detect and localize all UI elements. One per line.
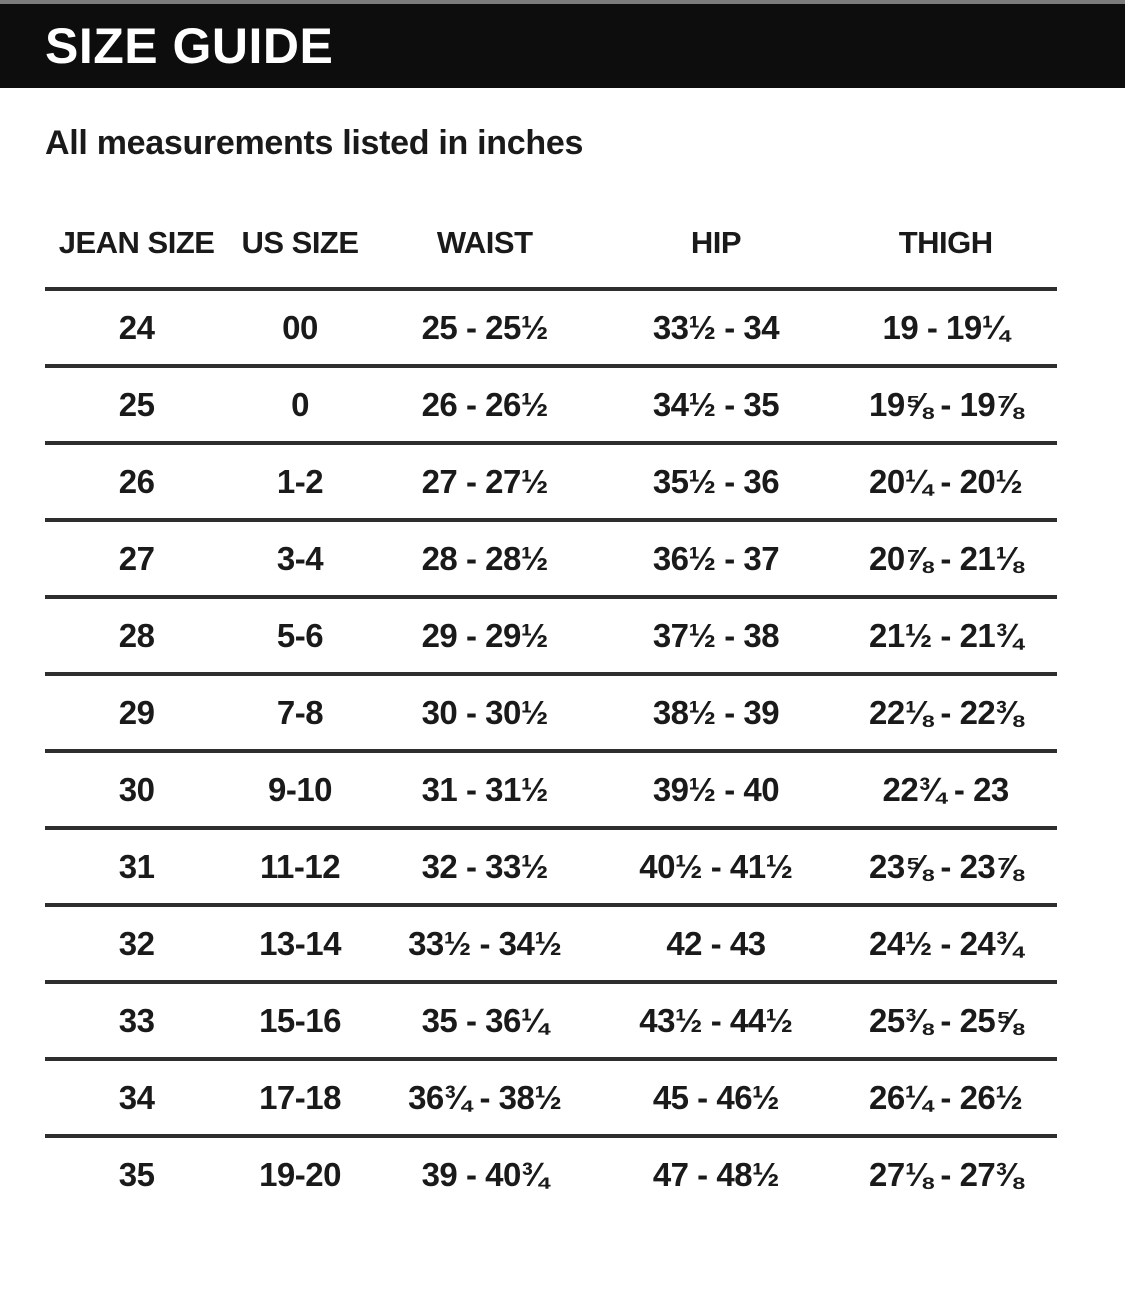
table-row: 32 13-14 33½ - 34½ 42 - 43 24½ - 24¾ <box>45 907 1057 984</box>
cell: 23⅝ - 23⅞ <box>869 848 1023 885</box>
cell: 47 - 48½ <box>652 1156 780 1193</box>
cell: 26 <box>118 463 155 500</box>
cell: 19 - 19¼ <box>882 309 1010 346</box>
column-header: HIP <box>690 225 742 260</box>
table-row: 28 5-6 29 - 29½ 37½ - 38 21½ - 21¾ <box>45 599 1057 676</box>
cell: 35 <box>118 1156 155 1193</box>
table-row: 33 15-16 35 - 36¼ 43½ - 44½ 25⅜ - 25⅝ <box>45 984 1057 1061</box>
cell: 32 - 33½ <box>421 848 549 885</box>
table-row: 35 19-20 39 - 40¾ 47 - 48½ 27⅛ - 27⅜ <box>45 1138 1057 1211</box>
cell: 45 - 46½ <box>652 1079 780 1116</box>
cell: 27 <box>118 540 155 577</box>
cell: 7-8 <box>276 694 324 731</box>
table-header-row: JEAN SIZE US SIZE WAIST HIP THIGH <box>45 215 1057 291</box>
cell: 19-20 <box>259 1156 341 1193</box>
cell: 20¼ - 20½ <box>869 463 1023 500</box>
cell: 30 <box>118 771 155 808</box>
cell: 25 - 25½ <box>421 309 549 346</box>
cell: 5-6 <box>276 617 324 654</box>
cell: 33½ - 34½ <box>408 925 562 962</box>
subtitle: All measurements listed in inches <box>45 124 584 162</box>
cell: 39 - 40¾ <box>421 1156 549 1193</box>
cell: 22⅛ - 22⅜ <box>869 694 1023 731</box>
cell: 38½ - 39 <box>652 694 780 731</box>
cell: 31 - 31½ <box>421 771 549 808</box>
cell: 00 <box>282 309 318 346</box>
cell: 3-4 <box>276 540 324 577</box>
cell: 28 - 28½ <box>421 540 549 577</box>
cell: 29 <box>118 694 155 731</box>
cell: 42 - 43 <box>666 925 766 962</box>
table-row: 30 9-10 31 - 31½ 39½ - 40 22¾ - 23 <box>45 753 1057 830</box>
column-header: US SIZE <box>241 225 359 260</box>
cell: 17-18 <box>259 1079 341 1116</box>
table-row: 27 3-4 28 - 28½ 36½ - 37 20⅞ - 21⅛ <box>45 522 1057 599</box>
cell: 33 <box>118 1002 155 1039</box>
size-table: JEAN SIZE US SIZE WAIST HIP THIGH 24 00 25 - 2… <box>45 215 1057 1211</box>
cell: 32 <box>118 925 155 962</box>
cell: 19⅝ - 19⅞ <box>869 386 1023 423</box>
table-row: 25 0 26 - 26½ 34½ - 35 19⅝ - 19⅞ <box>45 368 1057 445</box>
cell: 1-2 <box>276 463 324 500</box>
cell: 22¾ - 23 <box>882 771 1010 808</box>
cell: 37½ - 38 <box>652 617 780 654</box>
cell: 27 - 27½ <box>421 463 549 500</box>
cell: 25⅜ - 25⅝ <box>869 1002 1023 1039</box>
page-title: SIZE GUIDE <box>45 18 334 74</box>
cell: 40½ - 41½ <box>639 848 793 885</box>
table-body: 24 00 25 - 25½ 33½ - 34 19 - 19¼ 25 0 26 - 26½ 3… <box>45 291 1057 1211</box>
table-row: 24 00 25 - 25½ 33½ - 34 19 - 19¼ <box>45 291 1057 368</box>
cell: 30 - 30½ <box>421 694 549 731</box>
cell: 24½ - 24¾ <box>869 925 1023 962</box>
cell: 33½ - 34 <box>652 309 780 346</box>
cell: 31 <box>118 848 155 885</box>
cell: 36½ - 37 <box>652 540 780 577</box>
table-row: 31 11-12 32 - 33½ 40½ - 41½ 23⅝ - 23⅞ <box>45 830 1057 907</box>
cell: 26¼ - 26½ <box>869 1079 1023 1116</box>
cell: 28 <box>118 617 155 654</box>
cell: 43½ - 44½ <box>639 1002 793 1039</box>
cell: 34½ - 35 <box>652 386 780 423</box>
table-row: 29 7-8 30 - 30½ 38½ - 39 22⅛ - 22⅜ <box>45 676 1057 753</box>
cell: 26 - 26½ <box>421 386 549 423</box>
cell: 21½ - 21¾ <box>869 617 1023 654</box>
cell: 11-12 <box>259 848 341 885</box>
cell: 35½ - 36 <box>652 463 780 500</box>
cell: 35 - 36¼ <box>421 1002 549 1039</box>
cell: 36¾ - 38½ <box>408 1079 562 1116</box>
cell: 9-10 <box>267 771 333 808</box>
cell: 39½ - 40 <box>652 771 780 808</box>
title-bar: SIZE GUIDE <box>0 4 1125 88</box>
cell: 27⅛ - 27⅜ <box>869 1156 1023 1193</box>
cell: 13-14 <box>259 925 341 962</box>
cell: 20⅞ - 21⅛ <box>869 540 1023 577</box>
cell: 15-16 <box>259 1002 341 1039</box>
table-row: 26 1-2 27 - 27½ 35½ - 36 20¼ - 20½ <box>45 445 1057 522</box>
table-row: 34 17-18 36¾ - 38½ 45 - 46½ 26¼ - 26½ <box>45 1061 1057 1138</box>
cell: 34 <box>118 1079 155 1116</box>
cell: 25 <box>118 386 155 423</box>
column-header: JEAN SIZE <box>58 225 215 260</box>
column-header: THIGH <box>898 225 993 260</box>
cell: 29 - 29½ <box>421 617 549 654</box>
top-strip <box>0 0 1125 4</box>
column-header: WAIST <box>436 225 533 260</box>
cell: 0 <box>291 386 309 423</box>
cell: 24 <box>118 309 155 346</box>
